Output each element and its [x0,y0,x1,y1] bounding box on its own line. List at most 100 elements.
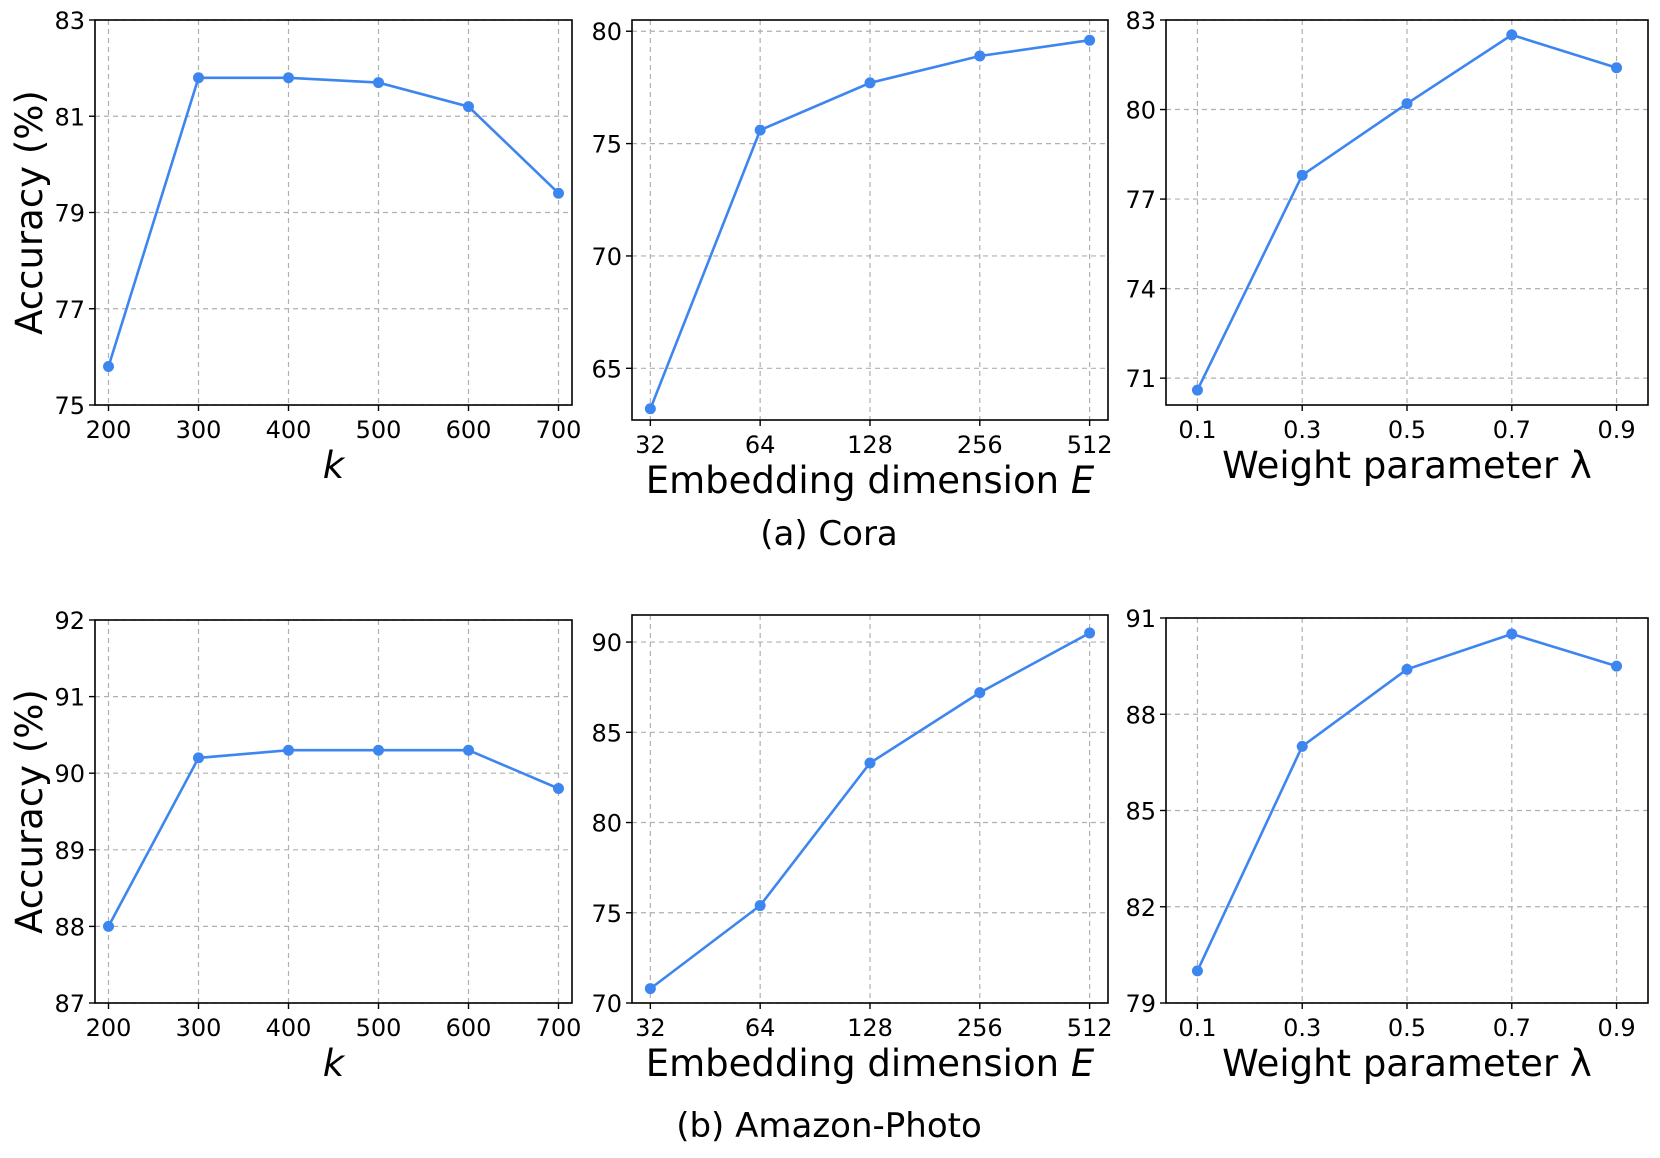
y-tick-label: 65 [591,355,622,383]
x-tick-label: 200 [86,1014,132,1042]
x-tick-label: 300 [176,1014,222,1042]
x-axis-label-text: Weight parameter λ [1222,444,1592,487]
caption-cora: (a) Cora [760,514,898,554]
subplot-3: 0.1 0.3 0.5 0.7 0.9 71 74 77 80 83 Weight paramete… [1125,7,1649,487]
data-point [754,124,766,136]
x-tick-label: 128 [847,1014,893,1042]
caption-amazon-photo: (b) Amazon-Photo [676,1106,982,1146]
y-tick-label: 80 [1125,97,1156,125]
x-axis-label-symbol: E [1071,1042,1095,1085]
y-axis-title: Accuracy (%) [8,90,51,335]
y-tick-label: 83 [1125,7,1156,35]
y-tick-label: 74 [1125,276,1156,304]
x-axis-label: Embedding dimension E [646,1042,1095,1085]
y-tick-label: 80 [591,810,622,838]
data-point [463,744,474,756]
x-tick-label: 400 [266,416,312,444]
series-line [107,748,560,928]
x-tick-label: 0.3 [1283,1014,1321,1042]
data-point [1401,98,1413,110]
y-tick-label: 71 [1125,365,1156,393]
data-point [283,744,294,756]
y-tick-label: 75 [591,900,622,928]
y-tick-label: 70 [591,243,622,271]
y-tick-label: 75 [591,131,622,159]
y-tick-label: 77 [1125,186,1156,214]
subplot-2: 32 64 128 256 512 65 70 75 80 Embedding dimension… [591,18,1112,502]
series-line [649,631,1091,990]
x-tick-label: 0.7 [1493,1014,1531,1042]
x-tick-label: 600 [446,1014,492,1042]
y-tick-label: 82 [1125,894,1156,922]
data-point [974,50,986,62]
plot-frame [94,19,573,406]
x-axis-label-text: k [323,444,346,487]
data-point [1296,169,1308,181]
data-point [553,187,564,199]
subplot-6: 0.1 0.3 0.5 0.7 0.9 79 82 85 88 91 Weight paramete… [1125,605,1649,1085]
data-point [103,920,114,932]
x-axis-label: Embedding dimension E [646,459,1095,502]
y-tick-label: 70 [591,990,622,1018]
data-point [463,101,474,113]
plot-frame [1165,617,1649,1004]
data-point [1506,29,1518,41]
y-tick-label: 91 [1125,605,1156,633]
x-tick-label: 0.9 [1597,416,1635,444]
data-point [373,744,384,756]
y-axis-title: Accuracy (%) [8,689,51,934]
y-tick-label: 88 [54,913,85,941]
x-tick-label: 512 [1067,431,1113,459]
x-tick-label: 200 [86,416,132,444]
y-tick-label: 85 [591,719,622,747]
y-tick-label: 92 [54,607,85,635]
x-tick-label: 0.9 [1597,1014,1635,1042]
data-point [1506,628,1518,640]
x-tick-label: 0.1 [1178,416,1216,444]
y-tick-label: 88 [1125,701,1156,729]
x-tick-label: 600 [446,416,492,444]
data-point [864,77,876,89]
data-point [373,77,384,89]
y-tick-label: 83 [54,7,85,35]
data-point [864,757,876,769]
plot-frame [94,619,573,1004]
y-tick-label: 89 [54,837,85,865]
data-point [1401,663,1413,675]
x-tick-label: 128 [847,431,893,459]
y-tick-label: 75 [54,392,85,420]
x-tick-label: 400 [266,1014,312,1042]
x-tick-label: 32 [635,431,666,459]
y-tick-label: 81 [54,103,85,131]
x-axis-label-text: k [323,1042,346,1085]
x-tick-label: 500 [356,416,402,444]
y-tick-label: 90 [591,629,622,657]
y-tick-label: 79 [1125,990,1156,1018]
data-point [1084,627,1096,639]
x-tick-label: 64 [745,431,776,459]
data-point [644,983,656,995]
y-tick-label: 79 [54,200,85,228]
y-tick-label: 80 [591,18,622,46]
data-point [1191,384,1203,396]
data-point [553,783,564,795]
data-point [1296,740,1308,752]
x-tick-label: 0.3 [1283,416,1321,444]
x-axis-label: Weight parameter λ [1222,1042,1592,1085]
subplot-1: 200 300 400 500 600 700 75 77 79 81 83 k Accuracy (%… [8,7,581,487]
x-axis-label: k [323,1042,346,1085]
data-point [283,72,294,84]
x-tick-label: 700 [536,416,582,444]
series-line [107,76,560,367]
y-tick-label: 85 [1125,798,1156,826]
data-point [1084,34,1096,46]
data-point [103,361,114,372]
x-tick-label: 0.7 [1493,416,1531,444]
x-tick-label: 300 [176,416,222,444]
data-point [1191,965,1203,977]
x-axis-label-text: Weight parameter λ [1222,1042,1592,1085]
x-tick-label: 256 [957,1014,1003,1042]
data-point [193,72,204,84]
x-axis-label-text: Embedding dimension [646,1042,1059,1085]
